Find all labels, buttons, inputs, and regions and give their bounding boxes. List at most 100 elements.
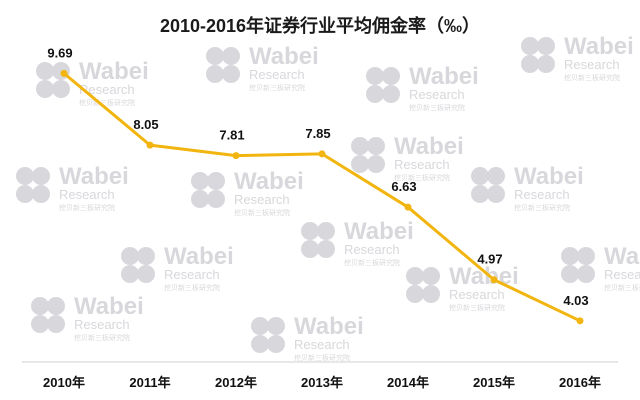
watermark-brand: Wabei (514, 163, 584, 190)
watermark-caption: 挖贝新三板研究院 (79, 98, 135, 107)
watermark-brand: Wabei (79, 58, 149, 85)
watermark-logo-lobe (406, 285, 424, 303)
x-tick-label: 2011年 (129, 375, 170, 390)
watermark-logo-lobe (47, 315, 65, 333)
watermark-logo-lobe (577, 247, 595, 265)
watermark-brand: Wabei (59, 163, 129, 190)
watermark-logo-lobe (382, 67, 400, 85)
watermark-logo-lobe (31, 315, 49, 333)
watermark-logo-lobe (487, 167, 505, 185)
x-axis-ticks: 2010年 2011年 2012年 2013年 2014年 2015年 2016年 (43, 375, 601, 390)
watermark-logo-lobe (367, 155, 385, 173)
watermark-logo-lobe (382, 85, 400, 103)
watermark-caption: 挖贝新三板研究院 (74, 333, 130, 342)
watermark-logo-lobe (32, 167, 50, 185)
x-tick-label: 2010年 (43, 375, 85, 390)
watermark-caption: 挖贝新三板研究院 (409, 103, 465, 112)
watermark-logo-lobe (487, 185, 505, 203)
watermark-logo-lobe (317, 240, 335, 258)
data-label: 4.97 (477, 252, 502, 267)
data-label: 9.69 (47, 45, 72, 60)
x-tick-label: 2015年 (473, 375, 515, 390)
data-point (404, 203, 412, 211)
watermark-brand: Wabei (249, 43, 319, 70)
watermark-logo-lobe (537, 37, 555, 55)
watermark-brand: Wabei (234, 168, 304, 195)
watermark-caption: 挖贝新三板研究院 (564, 73, 620, 82)
watermark-caption: 挖贝新三板研究院 (514, 203, 570, 212)
watermark-subtitle: Research (344, 242, 400, 257)
data-point (232, 152, 240, 160)
watermark-caption: 挖贝新三板研究院 (164, 283, 220, 292)
watermark-logo-lobe (191, 172, 209, 190)
watermark-subtitle: Research (234, 192, 290, 207)
watermark-logo-lobe (16, 185, 34, 203)
data-label: 8.05 (133, 117, 158, 132)
watermark-caption: 挖贝新三板研究院 (59, 203, 115, 212)
watermark-subtitle: Research (514, 187, 570, 202)
watermark-logo-lobe (422, 267, 440, 285)
data-labels: 9.69 8.05 7.81 7.85 6.63 4.97 4.03 (47, 45, 588, 307)
watermark-brand: Wabei (409, 63, 479, 90)
data-label: 4.03 (563, 293, 588, 308)
watermark-caption: 挖贝新三板研究院 (604, 283, 640, 292)
watermark-logo-lobe (52, 80, 70, 98)
watermark-logo-lobe (207, 172, 225, 190)
watermark-caption: 挖贝新三板研究院 (394, 173, 450, 182)
watermark-logo-lobe (366, 67, 384, 85)
watermark-subtitle: Research (604, 267, 640, 282)
watermark-brand: Wabei (344, 218, 414, 245)
watermark-logo-lobe (471, 167, 489, 185)
watermark-brand: Wabei (394, 133, 464, 160)
watermark-layer: WabeiResearch挖贝新三板研究院WabeiResearch挖贝新三板研… (16, 33, 640, 362)
watermark-subtitle: Research (409, 87, 465, 102)
watermark-logo-lobe (137, 247, 155, 265)
watermark-logo-lobe (422, 285, 440, 303)
watermark-logo-lobe (251, 317, 269, 335)
watermark-logo-lobe (222, 47, 240, 65)
data-point (490, 276, 498, 284)
watermark-logo-lobe (32, 185, 50, 203)
data-label: 7.81 (219, 128, 244, 143)
watermark-logo-lobe (351, 137, 369, 155)
watermark-subtitle: Research (164, 267, 220, 282)
watermark-subtitle: Research (249, 67, 305, 82)
watermark-logo-lobe (121, 265, 139, 283)
watermark-logo-lobe (206, 47, 224, 65)
watermark-caption: 挖贝新三板研究院 (234, 208, 290, 217)
watermark-logo-lobe (267, 335, 285, 353)
watermark-logo-lobe (366, 85, 384, 103)
watermark-caption: 挖贝新三板研究院 (294, 353, 350, 362)
watermark-logo-lobe (561, 247, 579, 265)
watermark-brand: Wabei (294, 313, 364, 340)
chart-title: 2010-2016年证券行业平均佣金率（‰） (159, 16, 481, 36)
watermark-subtitle: Research (59, 187, 115, 202)
data-point (60, 69, 68, 77)
data-point (318, 150, 326, 158)
watermark-logo-lobe (406, 267, 424, 285)
watermark-subtitle: Research (394, 157, 450, 172)
data-point (146, 141, 154, 149)
watermark-brand: Wabei (164, 243, 234, 270)
watermark-logo-lobe (521, 37, 539, 55)
watermark-logo-lobe (206, 65, 224, 83)
watermark-logo-lobe (191, 190, 209, 208)
watermark-logo-lobe (561, 265, 579, 283)
watermark-logo-lobe (251, 335, 269, 353)
watermark-logo-lobe (207, 190, 225, 208)
watermark-brand: Wabei (604, 243, 640, 270)
watermark-logo-lobe (47, 297, 65, 315)
watermark-brand: Wabei (74, 293, 144, 320)
watermark-logo-lobe (537, 55, 555, 73)
watermark-logo-lobe (36, 80, 54, 98)
watermark-caption: 挖贝新三板研究院 (344, 258, 400, 267)
watermark-logo-lobe (471, 185, 489, 203)
